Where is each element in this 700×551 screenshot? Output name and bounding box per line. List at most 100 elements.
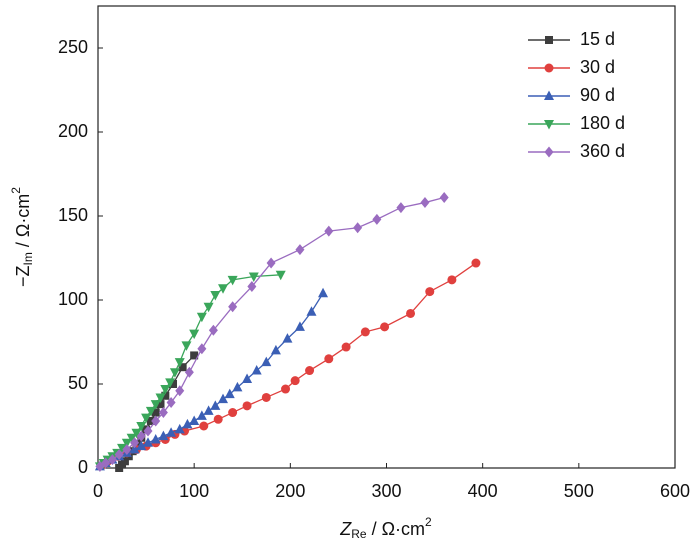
marker: [136, 430, 146, 442]
marker: [141, 413, 152, 424]
marker: [251, 365, 262, 375]
y-axis-label: −ZIm / Ω·cm2: [9, 187, 35, 287]
marker: [213, 414, 223, 424]
marker: [544, 90, 554, 100]
marker: [122, 444, 132, 456]
marker: [107, 454, 117, 466]
y-tick-label: 50: [68, 373, 88, 393]
marker: [189, 329, 200, 340]
marker: [305, 366, 315, 376]
marker: [218, 284, 229, 294]
marker: [197, 343, 207, 355]
marker: [175, 385, 185, 397]
marker: [158, 407, 168, 419]
legend-label: 360 d: [580, 141, 625, 161]
y-tick-label: 150: [58, 205, 88, 225]
marker: [166, 396, 176, 408]
marker: [353, 222, 363, 234]
marker: [199, 421, 209, 431]
marker: [126, 433, 137, 444]
marker: [324, 225, 334, 237]
marker: [227, 275, 238, 286]
marker: [208, 324, 218, 336]
marker: [380, 322, 390, 332]
marker: [228, 301, 238, 313]
marker: [295, 244, 305, 256]
y-tick-label: 0: [78, 457, 88, 477]
marker: [471, 258, 481, 268]
marker: [372, 213, 382, 225]
marker: [545, 36, 553, 44]
marker: [156, 400, 165, 409]
marker: [184, 366, 194, 378]
marker: [360, 327, 370, 337]
marker: [318, 287, 329, 298]
x-tick-label: 600: [660, 481, 690, 501]
marker: [261, 356, 272, 367]
marker: [143, 425, 153, 437]
marker: [143, 437, 154, 447]
marker: [136, 422, 147, 432]
marker: [166, 427, 177, 437]
marker: [151, 408, 160, 417]
marker: [178, 363, 187, 372]
x-tick-label: 200: [275, 481, 305, 501]
marker: [247, 281, 257, 293]
marker: [117, 443, 128, 454]
marker: [341, 342, 351, 352]
marker: [146, 416, 155, 425]
marker: [282, 333, 293, 343]
marker: [306, 306, 317, 316]
marker: [158, 430, 169, 441]
x-axis-label: ZRe / Ω·cm2: [339, 515, 432, 541]
legend: 15 d 30 d 90 d 180 d 360 d: [528, 29, 625, 161]
marker: [210, 290, 221, 301]
marker: [439, 192, 449, 204]
marker: [130, 437, 140, 449]
marker: [150, 433, 161, 444]
marker: [294, 321, 305, 331]
marker: [281, 384, 291, 394]
marker: [155, 393, 166, 403]
marker: [218, 393, 229, 404]
marker: [544, 120, 554, 130]
x-tick-label: 400: [468, 481, 498, 501]
marker: [396, 202, 406, 214]
marker: [261, 392, 271, 402]
legend-label: 30 d: [580, 57, 615, 77]
marker: [210, 400, 221, 410]
marker: [266, 257, 276, 269]
marker: [248, 272, 259, 282]
marker: [275, 270, 286, 281]
marker: [189, 415, 200, 425]
marker: [160, 385, 171, 395]
y-tick-label: 200: [58, 121, 88, 141]
marker: [169, 380, 178, 388]
marker: [136, 440, 147, 451]
marker: [425, 287, 435, 297]
marker: [447, 275, 457, 285]
marker: [242, 373, 253, 383]
series: [95, 192, 449, 472]
marker: [145, 406, 156, 417]
marker: [151, 415, 161, 427]
marker: [182, 418, 193, 429]
legend-label: 180 d: [580, 113, 625, 133]
marker: [196, 410, 207, 420]
marker: [174, 423, 185, 434]
marker: [131, 428, 142, 439]
marker: [420, 197, 430, 209]
marker: [181, 341, 192, 351]
marker: [129, 444, 140, 454]
marker: [203, 302, 214, 313]
marker: [224, 388, 235, 399]
legend-label: 90 d: [580, 85, 615, 105]
legend-label: 15 d: [580, 29, 615, 49]
marker: [242, 401, 252, 411]
y-tick-label: 250: [58, 37, 88, 57]
marker: [406, 308, 416, 318]
marker: [161, 391, 170, 400]
marker: [290, 376, 300, 386]
marker: [544, 63, 554, 73]
